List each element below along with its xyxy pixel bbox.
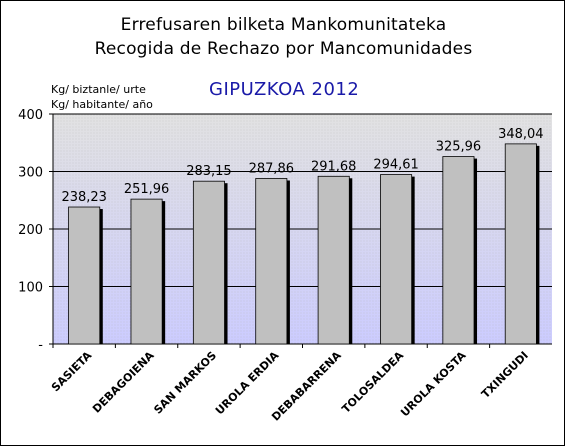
bar — [130, 198, 163, 345]
bar — [380, 174, 413, 345]
data-label: 291,68 — [311, 159, 357, 174]
x-tick-label: UROLA ERDIA — [213, 349, 282, 418]
chart-title-line1: Errefusaren bilketa Mankomunitateka — [120, 15, 447, 35]
x-tick-label: UROLA KOSTA — [398, 349, 469, 420]
y-tick-label: 400 — [18, 108, 43, 123]
bar — [255, 178, 288, 345]
data-label: 287,86 — [249, 161, 295, 176]
x-tick-label: TOLOSALDEA — [339, 349, 406, 416]
x-tick-label: SASIETA — [49, 349, 95, 395]
unit-label-basque: Kg/ biztanle/ urte — [51, 83, 146, 96]
y-tick-label: 100 — [18, 281, 43, 296]
x-tick-label: DEBABARRENA — [269, 349, 344, 424]
data-label: 325,96 — [436, 140, 482, 155]
data-label: 283,15 — [186, 164, 232, 179]
chart-title-line2: Recogida de Rechazo por Mancomunidades — [94, 39, 473, 59]
bar — [192, 180, 225, 345]
y-tick-label: 300 — [18, 166, 43, 181]
y-tick-label: - — [38, 338, 43, 353]
bar — [68, 206, 101, 345]
unit-label-spanish: Kg/ habitante/ año — [51, 98, 153, 111]
data-label: 294,61 — [373, 158, 419, 173]
chart-subtitle: GIPUZKOA 2012 — [209, 79, 360, 100]
bar — [504, 143, 537, 345]
data-label: 238,23 — [61, 190, 107, 205]
data-label: 348,04 — [498, 127, 544, 142]
y-tick-label: 200 — [18, 223, 43, 238]
x-tick-label: DEBAGOIENA — [90, 349, 157, 416]
bar — [442, 156, 475, 345]
x-tick-label: SAN MARKOS — [151, 349, 219, 417]
x-tick-label: TXINGUDI — [479, 349, 531, 401]
data-label: 251,96 — [124, 182, 170, 197]
plot-area: - 100 200 300 400 238,23 SASIETA 251,96 DEBAGOIE… — [18, 108, 552, 424]
bar — [317, 175, 350, 345]
